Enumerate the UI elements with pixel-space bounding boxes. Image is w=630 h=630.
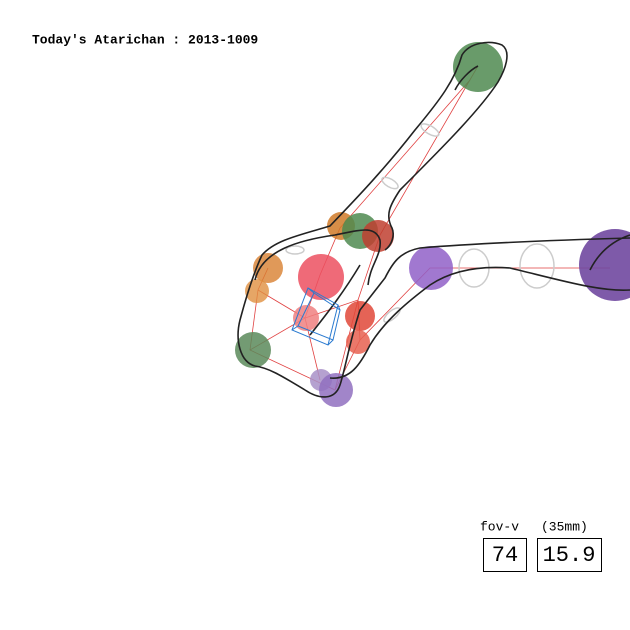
cube-edge	[291, 287, 341, 346]
cube-gizmo	[291, 287, 341, 346]
unit-label: (35mm)	[541, 519, 588, 534]
title: Today's Atarichan : 2013-1009	[32, 32, 258, 47]
contour	[254, 229, 381, 286]
fov-label: fov-v	[480, 519, 519, 534]
contour	[309, 264, 361, 336]
focal-value: 15.9	[543, 543, 596, 568]
joint	[519, 243, 555, 289]
blob	[298, 254, 344, 300]
blob	[579, 229, 630, 301]
outline	[237, 41, 630, 398]
contour	[454, 65, 479, 91]
blobs	[235, 42, 630, 407]
blob	[253, 253, 283, 283]
joint	[420, 123, 440, 137]
focal-box	[537, 538, 602, 572]
fov-box	[483, 538, 527, 572]
contour	[589, 234, 630, 271]
contour	[329, 266, 630, 379]
blob	[453, 42, 503, 92]
contour	[237, 41, 630, 398]
joint	[285, 245, 305, 255]
blob	[319, 373, 353, 407]
blob	[345, 301, 375, 331]
joint	[381, 176, 399, 190]
joint	[383, 307, 401, 323]
fov-value: 74	[492, 543, 518, 568]
